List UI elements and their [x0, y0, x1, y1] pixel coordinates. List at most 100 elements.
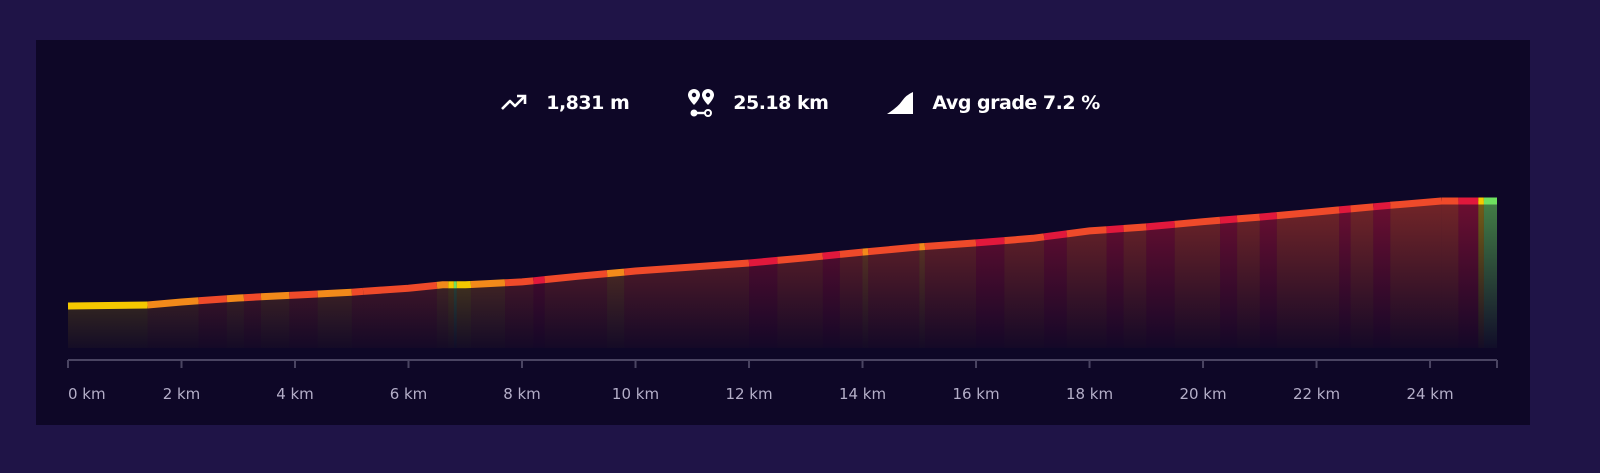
- grade-area-steep: [839, 252, 863, 348]
- profile-segment-steep: [1004, 233, 1045, 245]
- grade-area-steep: [777, 256, 823, 348]
- x-axis-ticks: 0 km 2 km 4 km 6 km 8 km 10 km 12 km 14 km 16 km…: [67, 360, 1498, 403]
- profile-segment-moderate: [147, 297, 199, 309]
- grade-area-moderate: [470, 282, 505, 348]
- route-stats: 1,831 m 25.18 km Avg grade 7.2 %: [0, 88, 1600, 118]
- profile-segment-very_steep: [822, 250, 841, 260]
- profile-segment-very_steep: [533, 276, 546, 285]
- profile-segment-steep: [362, 281, 438, 295]
- grade-area-moderate: [226, 297, 244, 348]
- grade-area-steep: [868, 246, 920, 348]
- grade-area-steep: [351, 291, 364, 348]
- grade-area-very_steep: [1044, 233, 1067, 348]
- grade-area-very_steep: [1220, 218, 1238, 348]
- profile-segment-steep: [1236, 213, 1261, 223]
- grade-area-steep: [924, 242, 976, 348]
- grade-area-easy: [68, 305, 148, 348]
- profile-segment-moderate: [317, 288, 352, 298]
- grade-fill-areas: [68, 201, 1497, 348]
- grade-area-steep: [198, 298, 227, 348]
- profile-segment-moderate: [606, 268, 625, 278]
- profile-segment-steep: [544, 270, 608, 284]
- profile-segment-very_steep: [1338, 205, 1351, 214]
- grade-area-steep: [243, 296, 261, 348]
- grade-area-steep: [1123, 226, 1147, 348]
- grade-area-steep: [1276, 209, 1340, 348]
- grade-area-easy: [456, 284, 471, 348]
- profile-segment-steep: [243, 293, 262, 302]
- grade-area-moderate: [862, 251, 869, 348]
- x-tick-label: 12 km: [725, 385, 772, 403]
- grade-area-flat: [1483, 201, 1497, 348]
- profile-segment-moderate: [226, 294, 245, 303]
- x-tick-label: 0 km: [68, 385, 106, 403]
- x-tick-label: 2 km: [163, 385, 201, 403]
- grade-area-very_steep: [749, 260, 778, 348]
- distance-value: 25.18 km: [733, 92, 829, 114]
- grade-area-moderate: [261, 295, 290, 348]
- profile-segment-steep: [1390, 197, 1442, 209]
- profile-segment-very_steep: [1372, 201, 1391, 211]
- grade-area-very_steep: [976, 240, 1005, 348]
- x-tick-label: 4 km: [276, 385, 314, 403]
- profile-segment-steep: [289, 290, 318, 299]
- profile-segment-very_steep: [1043, 230, 1068, 241]
- grade-area-steep: [1174, 220, 1221, 348]
- profile-segment-very_steep: [975, 237, 1005, 247]
- grade-area-steep: [1237, 217, 1260, 348]
- profile-segment-steep: [1276, 206, 1340, 220]
- profile-segment-steep: [351, 287, 364, 296]
- profile-segment-moderate: [260, 291, 290, 301]
- profile-segment-steep: [623, 259, 750, 276]
- profile-segment-steep: [1066, 226, 1107, 238]
- avg-grade-stat: Avg grade 7.2 %: [886, 88, 1100, 118]
- profile-segment-steep: [839, 248, 863, 258]
- profile-segment-steep: [198, 295, 228, 305]
- grade-area-steep: [289, 294, 318, 348]
- elevation-gain-stat: 1,831 m: [500, 88, 630, 118]
- avg-grade-value: Avg grade 7.2 %: [932, 92, 1100, 114]
- profile-line: [67, 197, 1497, 310]
- grade-area-moderate: [919, 246, 925, 348]
- profile-segment-easy: [67, 301, 148, 310]
- grade-area-very_steep: [1146, 224, 1175, 348]
- grade-area-very_steep: [822, 254, 840, 348]
- grade-area-very_steep: [1259, 215, 1277, 348]
- elevation-gain-value: 1,831 m: [546, 92, 630, 114]
- x-tick-label: 16 km: [952, 385, 999, 403]
- route-pins-icon: [688, 89, 715, 117]
- grade-area-steep: [363, 285, 437, 348]
- x-tick-label: 10 km: [612, 385, 659, 403]
- grade-area-easy: [1478, 201, 1484, 348]
- grade-area-steep: [1390, 201, 1442, 348]
- x-tick-label: 22 km: [1293, 385, 1340, 403]
- profile-segment-steep: [867, 243, 920, 256]
- grade-area-moderate: [436, 284, 449, 348]
- grade-area-steep: [1441, 201, 1459, 348]
- grade-area-moderate: [317, 292, 352, 348]
- profile-segment-very_steep: [1259, 212, 1278, 221]
- x-tick-label: 20 km: [1179, 385, 1226, 403]
- x-tick-label: 24 km: [1406, 385, 1453, 403]
- profile-segment-moderate: [470, 279, 506, 288]
- grade-area-easy: [448, 284, 454, 348]
- grade-area-steep: [505, 280, 534, 348]
- grade-area-steep: [1350, 206, 1374, 348]
- profile-segment-steep: [924, 239, 977, 250]
- profile-segment-steep: [1123, 223, 1147, 232]
- grade-area-steep: [624, 263, 749, 348]
- grade-area-steep: [1004, 236, 1045, 348]
- profile-segment-very_steep: [1219, 215, 1238, 224]
- grade-area-very_steep: [1106, 228, 1124, 348]
- distance-stat: 25.18 km: [687, 88, 829, 118]
- grade-area-flat: [453, 284, 457, 348]
- grade-area-moderate: [147, 300, 199, 348]
- profile-segment-steep: [1174, 216, 1221, 228]
- grade-area-very_steep: [533, 279, 545, 348]
- grade-area-very_steep: [1373, 205, 1391, 348]
- x-tick-label: 18 km: [1066, 385, 1113, 403]
- grade-area-steep: [544, 273, 608, 348]
- profile-segment-steep: [504, 277, 534, 287]
- profile-segment-steep: [777, 252, 824, 264]
